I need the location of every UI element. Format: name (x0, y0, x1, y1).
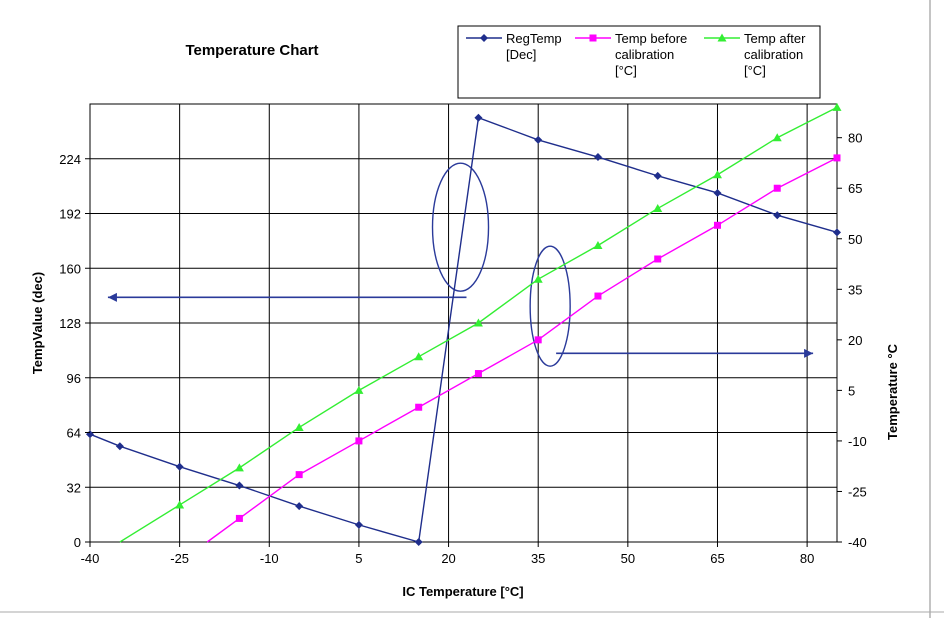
x-tick-label: 20 (441, 551, 455, 566)
y-left-tick-label: 160 (59, 261, 81, 276)
data-point (235, 514, 243, 522)
y-right-axis-ticks: -40 -25 -10 5 20 35 50 65 80 (837, 131, 867, 550)
data-point (773, 211, 782, 220)
y-right-tick-label: 5 (848, 383, 855, 398)
data-point (772, 133, 782, 142)
data-point (474, 113, 483, 122)
series-2 (206, 154, 841, 543)
legend-label: Temp after calibration [°C] (744, 31, 806, 78)
y-left-tick-label: 96 (67, 371, 81, 386)
y-right-axis-label: Temperature °C (885, 343, 900, 440)
legend: RegTemp [Dec] Temp before calibration [°C] Te… (457, 25, 821, 99)
legend-marker (717, 33, 727, 42)
data-point (295, 502, 304, 511)
legend-entries: RegTemp [Dec] Temp before calibration [°C] Te… (466, 31, 806, 78)
data-point (415, 403, 423, 411)
data-point (773, 184, 781, 192)
data-point (654, 255, 662, 263)
y-right-tick-label: 50 (848, 232, 862, 247)
legend-box (457, 25, 821, 99)
data-point (593, 153, 602, 162)
legend-label: Temp before calibration [°C] (615, 31, 687, 78)
y-right-tick-label: 35 (848, 282, 862, 297)
data-point (234, 463, 244, 472)
data-point (713, 188, 722, 197)
data-point (175, 500, 185, 509)
x-tick-label: 50 (621, 551, 635, 566)
data-point (474, 370, 482, 378)
y-right-tick-label: -10 (848, 434, 867, 449)
legend-marker (480, 34, 488, 42)
data-point (414, 538, 423, 546)
y-left-axis-ticks: 0 32 64 96 128 160 192 224 (59, 152, 90, 550)
series-line (89, 116, 838, 543)
y-left-tick-label: 192 (59, 207, 81, 222)
x-tick-label: 65 (710, 551, 724, 566)
data-point (473, 318, 483, 327)
y-left-tick-label: 0 (74, 535, 81, 550)
data-point (653, 203, 663, 212)
data-point (354, 385, 364, 394)
x-tick-label: 5 (355, 551, 362, 566)
arrowhead (804, 348, 814, 358)
x-axis-ticks: -40 -25 -10 5 20 35 50 65 80 (81, 542, 814, 566)
y-right-tick-label: -25 (848, 484, 867, 499)
data-point (355, 437, 363, 445)
data-point (115, 442, 124, 451)
y-left-tick-label: 64 (67, 426, 81, 441)
y-right-tick-label: -40 (848, 535, 867, 550)
x-tick-label: 80 (800, 551, 814, 566)
legend-marker (589, 34, 597, 42)
legend-entry-2: Temp before calibration [°C] (575, 31, 687, 78)
legend-entry-3: Temp after calibration [°C] (704, 31, 806, 78)
series (86, 102, 842, 546)
x-axis-label: IC Temperature [°C] (402, 584, 523, 599)
x-tick-label: 35 (531, 551, 545, 566)
highlight-ellipse (431, 162, 490, 292)
y-right-tick-label: 65 (848, 181, 862, 196)
series-1 (86, 113, 841, 546)
data-point (713, 221, 721, 229)
data-point (832, 102, 842, 111)
legend-entry-1: RegTemp [Dec] (466, 31, 562, 62)
data-point (534, 336, 542, 344)
series-line (206, 157, 838, 543)
annotations (107, 162, 814, 367)
y-right-tick-label: 20 (848, 333, 862, 348)
data-point (294, 422, 304, 431)
data-point (235, 481, 244, 490)
series-3 (119, 102, 842, 543)
y-left-tick-label: 32 (67, 480, 81, 495)
x-tick-label: -40 (81, 551, 100, 566)
y-left-tick-label: 224 (59, 152, 81, 167)
x-tick-label: -25 (170, 551, 189, 566)
y-left-axis-label: TempValue (dec) (30, 272, 45, 374)
data-point (354, 520, 363, 529)
data-point (712, 170, 722, 179)
data-point (594, 292, 602, 300)
data-point (414, 352, 424, 361)
chart-title: Temperature Chart (185, 42, 318, 59)
y-right-tick-label: 80 (848, 131, 862, 146)
data-point (534, 135, 543, 144)
x-tick-label: -10 (260, 551, 279, 566)
data-point (653, 171, 662, 180)
data-point (833, 154, 841, 162)
y-left-tick-label: 128 (59, 316, 81, 331)
highlight-ellipse (529, 245, 571, 367)
data-point (295, 471, 303, 479)
arrowhead (107, 292, 117, 302)
legend-label: RegTemp [Dec] (506, 31, 562, 62)
data-point (593, 241, 603, 250)
data-point (175, 462, 184, 471)
data-point (833, 228, 841, 237)
data-point (533, 274, 543, 283)
